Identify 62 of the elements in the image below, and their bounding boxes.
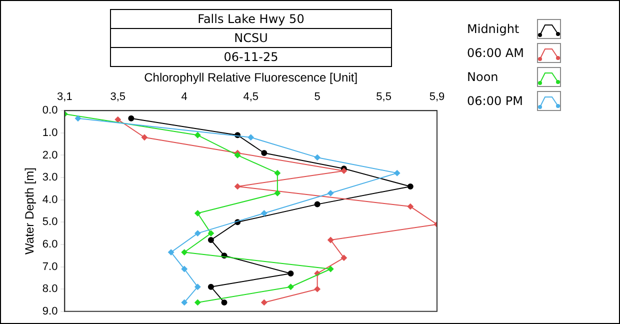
point	[394, 170, 400, 176]
y-tick-label: 0.0	[42, 104, 58, 117]
point	[407, 183, 414, 190]
y-tick-label: 3.0	[42, 172, 58, 184]
x-tick-label: 4	[181, 91, 188, 104]
x-axis-title: Chlorophyll Relative Fluorescence [Unit]	[144, 70, 358, 85]
chart-subtitle: NCSU	[111, 29, 391, 48]
y-tick-label: 9.0	[42, 305, 58, 318]
x-tick-label: 5	[314, 91, 320, 104]
x-tick-label: 3,5	[110, 91, 126, 104]
legend-label: 06:00 PM	[467, 94, 524, 108]
point	[407, 204, 414, 210]
point	[181, 249, 188, 256]
point	[194, 230, 201, 236]
point	[274, 170, 280, 176]
point	[314, 154, 320, 160]
y-tick-label: 8.0	[42, 283, 58, 296]
point	[314, 201, 320, 208]
point	[168, 249, 174, 256]
point	[234, 183, 241, 190]
point	[328, 266, 334, 272]
point	[261, 299, 268, 306]
point	[194, 284, 201, 290]
y-tick-label: 2.0	[42, 149, 58, 162]
point	[221, 299, 228, 306]
x-tick-label: 3,1	[57, 91, 72, 104]
point	[328, 237, 334, 244]
point	[261, 210, 268, 216]
point	[141, 134, 148, 140]
y-tick-label: 4.0	[42, 194, 58, 206]
y-axis-title: Water Depth [m]	[22, 168, 37, 254]
y-tick-label: 6.0	[42, 238, 58, 250]
point	[340, 254, 347, 261]
y-tick-label: 1.0	[42, 126, 58, 139]
point	[74, 115, 81, 122]
y-tick-label: 7.0	[42, 260, 58, 273]
point	[208, 230, 214, 236]
point	[288, 270, 294, 276]
point	[314, 286, 320, 292]
point	[208, 284, 214, 290]
point	[194, 210, 201, 216]
point	[248, 134, 254, 140]
point	[181, 266, 188, 272]
point	[288, 284, 294, 290]
x-tick-label: 5,9	[429, 91, 445, 104]
legend-label: 06:00 AM	[467, 46, 525, 60]
point	[208, 237, 214, 244]
point	[261, 150, 268, 156]
point	[181, 299, 188, 306]
point	[328, 190, 334, 196]
point	[194, 132, 201, 138]
y-tick-label: 5.0	[42, 216, 58, 228]
text: Noon	[467, 70, 500, 84]
point	[234, 152, 241, 158]
point	[194, 299, 201, 306]
legend-label: Midnight	[467, 22, 520, 36]
x-tick-label: 5,5	[376, 91, 392, 104]
point	[128, 115, 134, 122]
chart-title: Falls Lake Hwy 50	[111, 10, 391, 29]
point	[274, 190, 280, 196]
x-tick-label: 4,5	[243, 91, 258, 104]
text: 06-11-25	[111, 48, 391, 67]
